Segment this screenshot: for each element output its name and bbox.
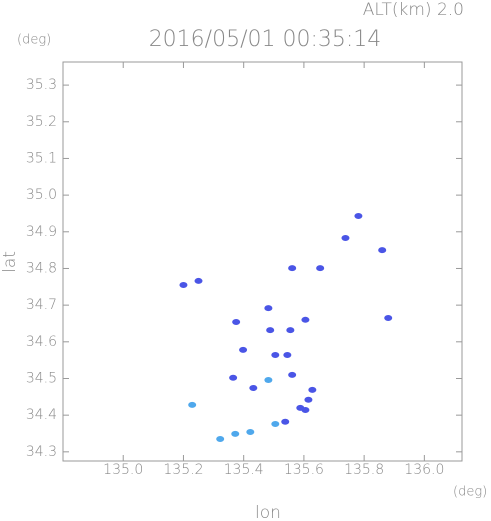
- x-tick-label: 135.8: [344, 462, 384, 478]
- x-tick-label: 135.0: [103, 462, 143, 478]
- y-tick-label: 35.2: [26, 114, 57, 130]
- y-tick-label: 34.6: [26, 334, 57, 350]
- y-tick-label: 34.4: [26, 407, 57, 423]
- y-tick-label: 35.0: [26, 187, 57, 203]
- echo-point: [283, 352, 292, 359]
- echo-point: [308, 386, 317, 393]
- echo-point: [264, 305, 273, 312]
- echo-point: [232, 319, 241, 326]
- y-tick-label: 34.8: [26, 260, 57, 276]
- x-axis-label: lon: [255, 503, 281, 521]
- echo-point: [271, 352, 280, 359]
- echo-point: [288, 265, 297, 272]
- x-unit: (deg): [453, 485, 487, 500]
- echo-point: [216, 435, 225, 442]
- x-tick-label: 136.0: [404, 462, 444, 478]
- echo-point: [229, 374, 238, 381]
- x-tick-label: 135.6: [284, 462, 324, 478]
- echo-point: [264, 376, 273, 383]
- echo-point: [316, 265, 325, 272]
- echo-point: [378, 247, 387, 254]
- y-tick-label: 34.7: [26, 297, 57, 313]
- echo-point: [188, 401, 197, 408]
- y-axis-label: lat: [0, 251, 20, 273]
- y-unit: (deg): [17, 33, 51, 48]
- echo-point: [239, 346, 248, 353]
- altitude-label: ALT(km) 2.0: [363, 0, 464, 20]
- echo-point: [179, 281, 188, 288]
- echo-point: [301, 316, 310, 323]
- echo-point: [304, 396, 313, 403]
- x-tick-label: 135.2: [163, 462, 203, 478]
- echo-point: [286, 327, 295, 334]
- chart-title: 2016/05/01 00:35:14: [149, 27, 382, 52]
- echo-point: [288, 371, 297, 378]
- y-tick-label: 34.5: [26, 370, 57, 386]
- echo-point: [249, 385, 258, 392]
- echo-point: [281, 418, 290, 425]
- echo-point: [246, 429, 255, 436]
- echo-point: [301, 407, 310, 414]
- echo-point: [354, 213, 363, 220]
- echo-point: [266, 327, 275, 334]
- echo-point: [384, 314, 393, 321]
- echo-point: [271, 420, 280, 427]
- echo-point: [194, 277, 203, 284]
- plot-frame: [62, 61, 463, 462]
- y-tick-label: 34.3: [26, 444, 57, 460]
- y-tick-label: 34.9: [26, 224, 57, 240]
- echo-point: [231, 430, 240, 437]
- y-tick-label: 35.3: [26, 77, 57, 93]
- x-tick-label: 135.4: [224, 462, 264, 478]
- y-tick-label: 35.1: [26, 150, 57, 166]
- echo-point: [341, 235, 350, 242]
